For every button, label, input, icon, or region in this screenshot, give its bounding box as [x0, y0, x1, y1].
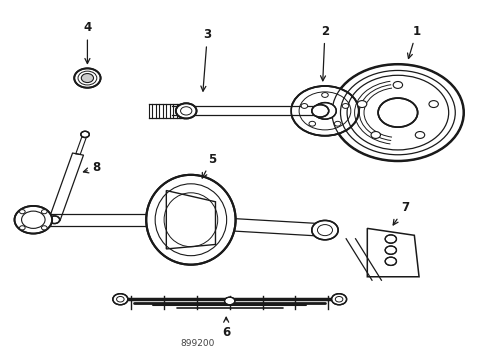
Text: 899200: 899200: [181, 339, 215, 348]
Circle shape: [81, 131, 89, 138]
Circle shape: [312, 105, 329, 117]
Circle shape: [74, 68, 100, 88]
Circle shape: [20, 226, 25, 230]
Circle shape: [42, 226, 47, 230]
Polygon shape: [76, 134, 87, 154]
Circle shape: [342, 104, 349, 108]
Circle shape: [385, 257, 396, 265]
Circle shape: [332, 64, 464, 161]
Circle shape: [416, 131, 425, 139]
Circle shape: [42, 210, 47, 214]
Circle shape: [81, 73, 94, 82]
Circle shape: [385, 246, 396, 254]
Circle shape: [20, 210, 25, 214]
Circle shape: [378, 98, 417, 127]
Text: 6: 6: [222, 317, 230, 338]
Polygon shape: [235, 219, 326, 236]
Text: 8: 8: [83, 161, 101, 174]
Circle shape: [113, 294, 128, 305]
Circle shape: [224, 297, 235, 305]
Polygon shape: [49, 153, 83, 221]
Circle shape: [312, 220, 338, 240]
Circle shape: [357, 100, 367, 108]
Circle shape: [49, 216, 60, 224]
Text: 2: 2: [320, 25, 329, 81]
Circle shape: [291, 86, 359, 136]
Circle shape: [301, 104, 308, 108]
Text: 7: 7: [393, 201, 409, 225]
Text: 1: 1: [408, 25, 421, 58]
Ellipse shape: [146, 175, 236, 265]
Circle shape: [334, 121, 341, 126]
Polygon shape: [368, 228, 419, 277]
Circle shape: [309, 121, 316, 126]
Circle shape: [321, 93, 328, 98]
Circle shape: [332, 294, 346, 305]
Text: 5: 5: [202, 153, 216, 178]
Circle shape: [393, 81, 403, 89]
Circle shape: [314, 103, 336, 119]
Text: 4: 4: [83, 22, 92, 63]
Text: 3: 3: [201, 28, 211, 91]
Circle shape: [15, 206, 52, 234]
Polygon shape: [166, 190, 216, 249]
Circle shape: [176, 103, 196, 118]
Circle shape: [429, 100, 439, 108]
Circle shape: [385, 235, 396, 243]
Circle shape: [371, 131, 380, 139]
